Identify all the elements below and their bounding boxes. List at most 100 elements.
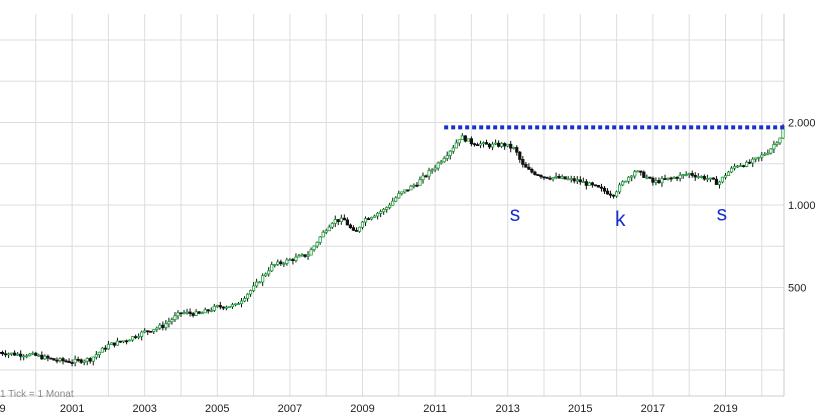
candle [19, 350, 23, 361]
candle [121, 340, 126, 344]
candle [430, 168, 434, 174]
candle [684, 171, 688, 177]
candle [164, 320, 168, 331]
candle [155, 326, 159, 332]
candle [382, 207, 386, 215]
candle [330, 222, 334, 230]
candle [705, 174, 709, 183]
y-axis-labels: 500 1.000 2.000 [788, 118, 816, 295]
candle [406, 189, 410, 192]
candle [530, 167, 534, 174]
candle [130, 336, 135, 342]
candle [149, 330, 153, 333]
candle [587, 181, 591, 186]
candle [300, 253, 304, 257]
candle [463, 135, 467, 143]
candle [339, 214, 343, 225]
candle [672, 176, 676, 179]
candle [25, 353, 29, 359]
candle [512, 146, 516, 150]
candle [648, 176, 652, 179]
candle [161, 321, 165, 331]
candle [415, 181, 419, 188]
candle [291, 257, 295, 265]
candle [608, 190, 613, 199]
candle [9, 352, 14, 356]
x-tick-label: 2005 [205, 403, 229, 415]
candle [366, 217, 371, 221]
x-tick-label: 2001 [60, 403, 84, 415]
candle [209, 307, 213, 313]
candle [251, 282, 256, 293]
candle [642, 170, 646, 178]
candle [457, 139, 461, 147]
candle [55, 357, 59, 364]
candle [288, 257, 292, 261]
candle [273, 263, 277, 268]
candle [754, 157, 758, 163]
candle [206, 308, 210, 314]
candle [82, 359, 86, 366]
candle [227, 306, 231, 309]
candle [79, 358, 83, 364]
candle [542, 176, 546, 181]
candle [200, 311, 204, 315]
candle [748, 159, 752, 165]
candle [723, 173, 728, 180]
candle [599, 183, 604, 192]
candle [645, 174, 649, 180]
candle [451, 144, 455, 154]
candle [400, 191, 404, 196]
candle [215, 304, 219, 308]
candle [258, 281, 262, 284]
candle [372, 214, 377, 218]
y-tick-label: 500 [788, 283, 806, 295]
candle [73, 355, 77, 367]
x-axis-labels: 99 2001 2003 2005 2007 2009 2011 2013 2015 2017 20… [0, 403, 738, 415]
candle [115, 337, 120, 346]
candle [621, 180, 625, 187]
candle [318, 236, 322, 245]
candle [354, 227, 359, 232]
candle [736, 164, 740, 168]
candle [385, 206, 389, 213]
candle [134, 334, 138, 340]
candle [503, 142, 507, 150]
candle [726, 170, 731, 176]
candle [763, 152, 767, 156]
candle [572, 175, 576, 184]
candle [611, 194, 616, 199]
candle [769, 148, 773, 155]
candle [657, 177, 661, 184]
candle [569, 175, 573, 183]
candle [469, 136, 474, 147]
candle [203, 307, 207, 314]
candle [702, 174, 706, 181]
candle [699, 175, 703, 179]
y-tick-label: 1.000 [788, 200, 816, 212]
candle [666, 177, 670, 181]
candle [6, 352, 11, 359]
candle [481, 141, 486, 148]
candle [245, 293, 250, 302]
candle [112, 342, 117, 348]
candle [67, 358, 71, 364]
candle [248, 289, 253, 297]
candle [369, 216, 374, 221]
candles [0, 124, 785, 367]
candle [106, 340, 110, 350]
candle [693, 172, 697, 181]
grid [0, 14, 785, 397]
candle [766, 149, 770, 156]
candle [49, 357, 53, 360]
candle [321, 230, 325, 238]
tick-note: 1 Tick = 1 Monat [0, 389, 74, 400]
candle [100, 347, 104, 353]
candle [445, 151, 449, 162]
candle [143, 328, 147, 334]
candle [303, 254, 307, 258]
candle [61, 356, 65, 365]
candle [388, 202, 392, 210]
